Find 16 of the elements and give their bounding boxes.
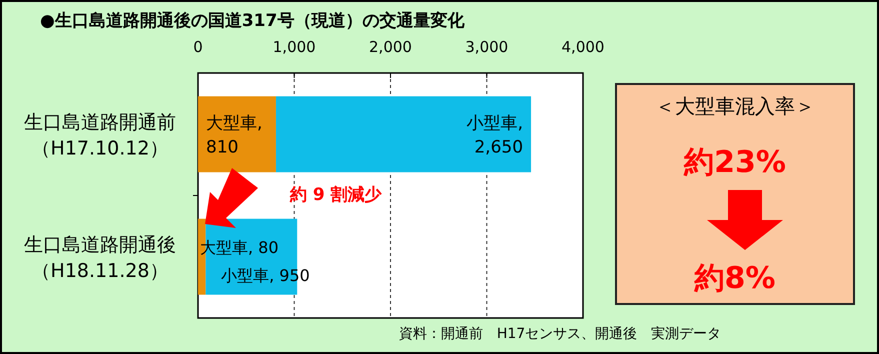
data-label: 小型車, 2,650	[466, 113, 524, 158]
text: 資料：開通前 H17センサス、開通後 実測データ	[398, 326, 722, 342]
text: ＜大型車混入率＞	[655, 94, 815, 118]
data-label: 大型車, 810	[206, 113, 262, 158]
bar	[276, 96, 532, 172]
x-tick-label: 2,000	[369, 38, 412, 56]
annotation: 約 9 割減少	[289, 185, 383, 205]
y-tick-label: 生口島道路開通後（H18.11.28）	[24, 234, 176, 282]
x-tick-label: 4,000	[562, 38, 604, 56]
text: 約8%	[694, 261, 776, 296]
text: 約23%	[683, 145, 786, 180]
x-tick-label: 0	[193, 38, 203, 56]
x-tick-label: 1,000	[272, 38, 316, 56]
chart-title: ●生口島道路開通後の国道317号（現道）の交通量変化	[40, 11, 466, 31]
y-tick-label: 生口島道路開通前（H17.10.12）	[24, 111, 176, 160]
x-tick-label: 3,000	[465, 38, 508, 56]
